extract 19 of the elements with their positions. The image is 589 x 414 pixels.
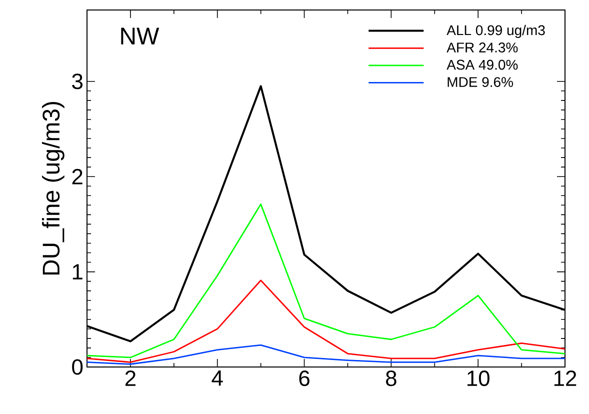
legend-label: AFR 24.3% bbox=[446, 42, 518, 52]
x-tick-label: 8 bbox=[386, 370, 396, 386]
x-tick-label: 6 bbox=[299, 370, 310, 386]
x-tick-label: 4 bbox=[212, 370, 223, 386]
legend-label: MDE 9.6% bbox=[448, 77, 514, 88]
y-tick-label: 3 bbox=[72, 74, 83, 90]
line-series bbox=[87, 280, 565, 363]
line-series bbox=[87, 344, 565, 365]
legend-label: ASA 49.0% bbox=[446, 60, 518, 70]
y-axis-title: DU_fine (ug/m3) bbox=[42, 102, 64, 275]
annotation: NW bbox=[121, 28, 160, 44]
legend-label: ALL 0.99 ug/m3 bbox=[446, 24, 545, 38]
y-tick-label: 2 bbox=[72, 168, 82, 184]
y-tick-label: 1 bbox=[72, 264, 82, 280]
x-tick-label: 2 bbox=[125, 370, 136, 386]
x-tick-label: 10 bbox=[468, 370, 490, 386]
line-series bbox=[87, 204, 565, 358]
y-tick-label: 0 bbox=[72, 359, 83, 375]
x-tick-label: 12 bbox=[554, 370, 576, 386]
